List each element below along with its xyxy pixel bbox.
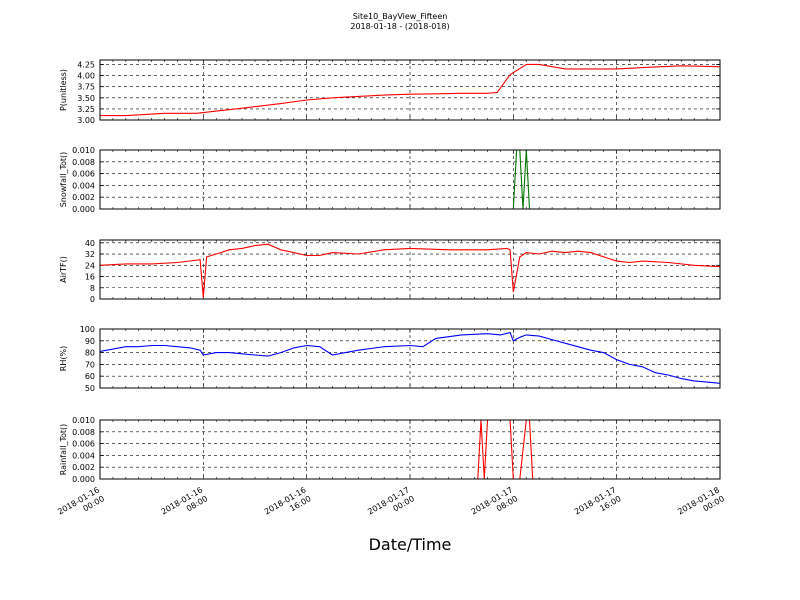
y-axis-label: Rainfall_Tot() xyxy=(59,424,68,476)
y-tick-label: 0.006 xyxy=(72,170,95,179)
y-axis-label: RH(%) xyxy=(59,346,68,371)
y-tick-label: 0.004 xyxy=(72,451,95,460)
y-tick-label: 16 xyxy=(85,273,95,282)
y-tick-label: 80 xyxy=(85,349,95,358)
panel-3: 50 60 70 80 90 100 RH(%) xyxy=(59,325,721,393)
panel-4: 0.000 0.002 0.004 0.006 0.008 0.010 Rainfall_T… xyxy=(59,416,721,484)
y-tick-label: 0.000 xyxy=(72,205,95,214)
y-tick-label: 90 xyxy=(85,337,95,346)
y-tick-label: 0.008 xyxy=(72,158,95,167)
y-tick-label: 60 xyxy=(85,372,95,381)
y-axis-label: Snowfall_Tot() xyxy=(59,152,68,208)
y-tick-label: 0.002 xyxy=(72,463,95,472)
x-axis-label: Date/Time xyxy=(369,535,452,554)
y-tick-label: 3.50 xyxy=(77,94,95,103)
y-tick-label: 40 xyxy=(85,239,95,248)
y-tick-label: 3.75 xyxy=(77,83,95,92)
y-tick-label: 0.010 xyxy=(72,146,95,155)
y-tick-label: 0.010 xyxy=(72,416,95,425)
chart-subtitle: 2018-01-18 - (2018-018) xyxy=(350,22,449,31)
series-line-0-0 xyxy=(100,63,721,117)
y-axis-label: P(unitless) xyxy=(59,69,68,111)
y-tick-label: 3.25 xyxy=(77,105,95,114)
y-tick-label: 3.00 xyxy=(77,116,95,125)
y-tick-label: 4.00 xyxy=(77,72,95,81)
y-tick-label: 70 xyxy=(85,360,95,369)
y-tick-label: 0.002 xyxy=(72,193,95,202)
series-line-1-0 xyxy=(100,149,720,210)
panel-1: 0.000 0.002 0.004 0.006 0.008 0.010 Snowfall_T… xyxy=(59,146,721,214)
panel-frame xyxy=(99,149,721,210)
y-axis-label: AirTF() xyxy=(59,256,68,283)
y-tick-label: 0.006 xyxy=(72,440,95,449)
y-tick-label: 0.008 xyxy=(72,428,95,437)
panel-0: 3.00 3.25 3.50 3.75 4.00 4.25 P(unitless) xyxy=(59,59,721,125)
y-tick-label: 50 xyxy=(85,384,95,393)
chart-title: Site10_BayView_Fifteen xyxy=(353,12,448,21)
panel-2: 0 8 16 24 32 40 AirTF() xyxy=(59,239,721,304)
y-tick-label: 8 xyxy=(90,284,95,293)
panel-frame xyxy=(99,239,721,300)
y-tick-label: 24 xyxy=(85,261,95,270)
series-line-3-0 xyxy=(99,331,721,384)
y-tick-label: 0 xyxy=(90,295,95,304)
y-tick-label: 0.000 xyxy=(72,475,95,484)
series-line-2-0 xyxy=(99,243,721,298)
panel-frame xyxy=(99,59,721,121)
y-tick-label: 32 xyxy=(85,250,95,259)
y-tick-label: 100 xyxy=(80,325,95,334)
panel-frame xyxy=(99,328,721,389)
y-tick-label: 0.004 xyxy=(72,181,95,190)
series-line-4-0 xyxy=(100,419,720,480)
panel-frame xyxy=(99,419,721,480)
y-tick-label: 4.25 xyxy=(77,60,95,69)
